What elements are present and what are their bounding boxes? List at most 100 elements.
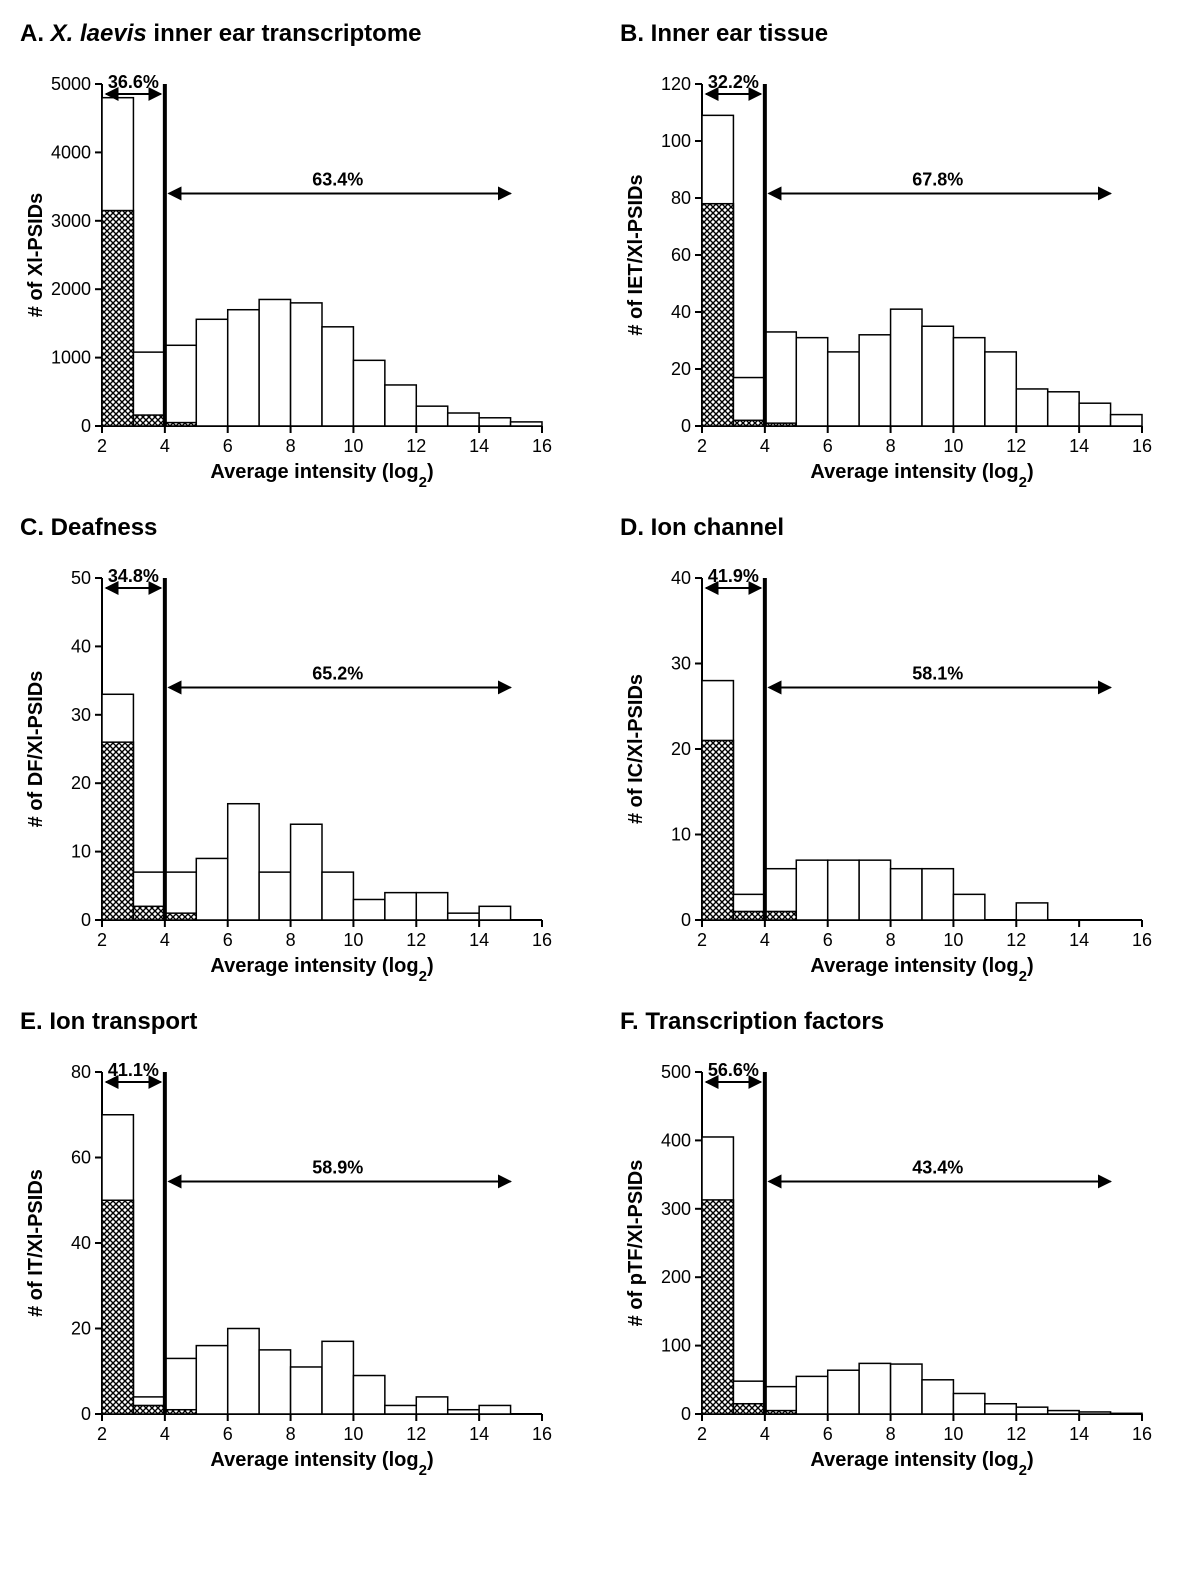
svg-text:3000: 3000 [51, 211, 91, 231]
svg-text:300: 300 [661, 1199, 691, 1219]
svg-text:10: 10 [943, 930, 963, 950]
bar-open [859, 1363, 890, 1414]
bar-open [291, 303, 322, 426]
svg-text:16: 16 [532, 930, 552, 950]
bar-open [353, 360, 384, 426]
svg-text:4: 4 [160, 1424, 170, 1444]
bar-open [353, 1376, 384, 1414]
histogram-chart: 01000200030004000500024681012141636.6%63… [20, 54, 560, 494]
bar-open [796, 860, 827, 920]
bar-open [1016, 903, 1047, 920]
bar-hatched [765, 911, 796, 920]
svg-text:0: 0 [81, 1404, 91, 1424]
svg-text:20: 20 [71, 1319, 91, 1339]
svg-text:10: 10 [943, 436, 963, 456]
svg-text:2: 2 [697, 1424, 707, 1444]
right-pct-label: 43.4% [912, 1157, 963, 1177]
bar-open [765, 332, 796, 426]
x-axis-label: Average intensity (log2) [210, 461, 433, 491]
svg-text:30: 30 [71, 705, 91, 725]
bar-open [416, 1397, 447, 1414]
svg-text:14: 14 [1069, 930, 1089, 950]
svg-text:2: 2 [697, 930, 707, 950]
svg-text:16: 16 [1132, 930, 1152, 950]
panel-A: A. X. laevis inner ear transcriptome 010… [20, 20, 580, 494]
x-axis-label: Average intensity (log2) [210, 1449, 433, 1479]
bar-hatched [765, 423, 796, 426]
bar-open [1016, 389, 1047, 426]
bar-open [479, 418, 510, 426]
histogram-chart: 010020030040050024681012141656.6%43.4%# … [620, 1042, 1160, 1482]
bar-hatched [133, 1405, 164, 1414]
bar-open [828, 860, 859, 920]
svg-text:6: 6 [223, 1424, 233, 1444]
svg-text:8: 8 [286, 1424, 296, 1444]
svg-text:8: 8 [286, 436, 296, 456]
svg-text:4: 4 [160, 436, 170, 456]
svg-text:8: 8 [886, 930, 896, 950]
svg-text:50: 50 [71, 568, 91, 588]
bar-hatched [102, 1200, 133, 1414]
svg-text:16: 16 [1132, 436, 1152, 456]
svg-text:2: 2 [97, 436, 107, 456]
bar-open [985, 352, 1016, 426]
panel-title: C. Deafness [20, 514, 580, 542]
svg-text:16: 16 [532, 436, 552, 456]
panel-B: B. Inner ear tissue 02040608010012024681… [620, 20, 1180, 494]
bar-hatched [102, 211, 133, 426]
bar-open [1111, 415, 1142, 426]
bar-open [953, 894, 984, 920]
left-pct-label: 41.9% [708, 566, 759, 586]
svg-text:120: 120 [661, 74, 691, 94]
bar-hatched [702, 204, 733, 426]
bar-hatched [165, 1410, 196, 1414]
bar-hatched [165, 423, 196, 426]
left-pct-label: 56.6% [708, 1060, 759, 1080]
bar-open [196, 858, 227, 920]
svg-text:80: 80 [71, 1062, 91, 1082]
bar-open [1079, 403, 1110, 426]
bar-hatched [702, 740, 733, 920]
panel-title: A. X. laevis inner ear transcriptome [20, 20, 580, 48]
y-axis-label: # of IT/Xl-PSIDs [25, 1169, 47, 1317]
bar-open [953, 338, 984, 426]
x-axis-label: Average intensity (log2) [210, 955, 433, 985]
right-pct-label: 58.1% [912, 663, 963, 683]
svg-text:4: 4 [760, 436, 770, 456]
x-axis-label: Average intensity (log2) [810, 955, 1033, 985]
svg-text:10: 10 [343, 1424, 363, 1444]
bar-hatched [133, 415, 164, 426]
bar-open [922, 326, 953, 426]
bar-open [479, 906, 510, 920]
bar-open [796, 1376, 827, 1414]
left-pct-label: 34.8% [108, 566, 159, 586]
svg-text:10: 10 [71, 842, 91, 862]
bar-hatched [702, 1200, 733, 1414]
bar-open [828, 352, 859, 426]
bar-open [1016, 1407, 1047, 1414]
bar-open [1079, 1412, 1110, 1414]
svg-text:40: 40 [71, 1233, 91, 1253]
bar-open [859, 860, 890, 920]
svg-text:6: 6 [823, 930, 833, 950]
svg-text:20: 20 [671, 739, 691, 759]
bar-open [291, 824, 322, 920]
bar-open [385, 385, 416, 426]
svg-text:2: 2 [97, 930, 107, 950]
y-axis-label: # of pTF/Xl-PSIDs [625, 1160, 647, 1327]
bar-open [385, 1405, 416, 1414]
bar-hatched [102, 742, 133, 920]
svg-text:0: 0 [81, 910, 91, 930]
panel-E: E. Ion transport 02040608024681012141641… [20, 1008, 580, 1482]
bar-open [228, 310, 259, 426]
svg-text:8: 8 [886, 1424, 896, 1444]
svg-text:200: 200 [661, 1267, 691, 1287]
bar-open [322, 327, 353, 426]
bar-open [196, 1346, 227, 1414]
svg-text:12: 12 [1006, 930, 1026, 950]
bar-open [891, 1364, 922, 1414]
bar-open [448, 413, 479, 426]
svg-text:6: 6 [823, 436, 833, 456]
svg-text:12: 12 [406, 1424, 426, 1444]
bar-hatched [765, 1411, 796, 1414]
